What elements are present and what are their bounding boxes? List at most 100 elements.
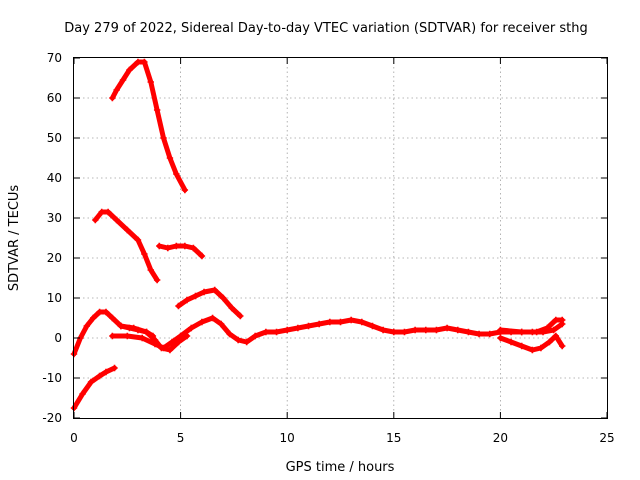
data-point bbox=[401, 328, 408, 336]
data-point bbox=[544, 324, 551, 332]
data-point bbox=[79, 390, 86, 398]
data-point bbox=[552, 332, 560, 340]
data-point bbox=[173, 242, 180, 250]
series-arc-23 bbox=[156, 242, 206, 260]
data-point bbox=[134, 58, 142, 66]
data-point bbox=[209, 314, 216, 322]
data-point bbox=[87, 378, 95, 386]
data-point bbox=[518, 328, 525, 336]
series-line bbox=[109, 59, 188, 193]
x-tick-label: 10 bbox=[280, 431, 295, 445]
data-point bbox=[243, 338, 250, 346]
data-point bbox=[141, 58, 148, 66]
data-point bbox=[96, 308, 103, 316]
data-point bbox=[102, 368, 110, 376]
y-tick-label: 10 bbox=[47, 291, 62, 305]
data-point bbox=[422, 326, 429, 334]
series-arc-high-peak bbox=[109, 58, 189, 194]
data-point bbox=[497, 334, 504, 342]
data-point bbox=[546, 338, 553, 346]
y-axis-ticks: -20 -10 0 10 20 30 40 50 60 70 bbox=[42, 51, 607, 425]
data-point bbox=[111, 364, 118, 372]
series-arc-tail bbox=[497, 332, 566, 354]
data-point bbox=[533, 328, 540, 336]
data-point bbox=[126, 66, 133, 74]
data-point bbox=[156, 242, 163, 250]
data-point bbox=[119, 76, 127, 84]
y-tick-label: 60 bbox=[47, 91, 62, 105]
data-point bbox=[326, 318, 334, 326]
data-point bbox=[134, 236, 142, 244]
data-series bbox=[70, 58, 566, 412]
data-point bbox=[234, 336, 242, 344]
data-point bbox=[347, 316, 355, 324]
data-point bbox=[537, 344, 545, 352]
data-point bbox=[294, 324, 302, 332]
data-point bbox=[305, 322, 312, 330]
data-point bbox=[192, 292, 199, 300]
data-point bbox=[124, 332, 131, 340]
data-point bbox=[124, 226, 131, 234]
data-point bbox=[518, 342, 525, 350]
data-point bbox=[228, 304, 235, 312]
data-point bbox=[166, 154, 174, 162]
data-point bbox=[104, 208, 112, 216]
data-point bbox=[83, 322, 90, 330]
data-point bbox=[559, 316, 566, 324]
data-point bbox=[183, 296, 191, 304]
data-point bbox=[220, 294, 227, 302]
data-point bbox=[465, 328, 472, 336]
data-point bbox=[166, 346, 174, 354]
y-tick-label: 30 bbox=[47, 211, 62, 225]
data-point bbox=[175, 302, 182, 310]
data-point bbox=[486, 330, 493, 338]
series-arc-dip bbox=[117, 322, 191, 354]
data-point bbox=[433, 326, 440, 334]
data-point bbox=[113, 86, 120, 94]
data-point bbox=[147, 266, 154, 274]
data-point bbox=[181, 242, 189, 250]
data-point bbox=[109, 94, 116, 102]
series-arc-12 bbox=[175, 286, 244, 320]
data-point bbox=[211, 286, 218, 294]
data-point bbox=[164, 244, 172, 252]
data-point bbox=[96, 372, 103, 380]
y-tick-label: 50 bbox=[47, 131, 62, 145]
plot-frame bbox=[73, 57, 608, 419]
y-axis-title: SDTVAR / TECUs bbox=[7, 185, 22, 292]
data-point bbox=[217, 320, 225, 328]
data-point bbox=[475, 330, 483, 338]
data-point bbox=[109, 314, 116, 322]
data-point bbox=[160, 134, 167, 142]
data-point bbox=[181, 186, 189, 194]
data-point bbox=[226, 330, 233, 338]
data-point bbox=[315, 320, 323, 328]
data-point bbox=[102, 308, 110, 316]
data-point bbox=[369, 322, 376, 330]
data-point bbox=[411, 326, 419, 334]
data-point bbox=[454, 326, 461, 334]
data-point bbox=[529, 346, 536, 354]
data-point bbox=[139, 334, 146, 342]
data-point bbox=[158, 344, 165, 352]
chart-title: Day 279 of 2022, Sidereal Day-to-day VTE… bbox=[64, 21, 588, 36]
data-point bbox=[168, 338, 176, 346]
data-point bbox=[443, 324, 451, 332]
x-tick-label: 5 bbox=[177, 431, 185, 445]
data-point bbox=[117, 322, 125, 330]
data-point bbox=[379, 326, 387, 334]
data-point bbox=[130, 324, 137, 332]
series-arc-30 bbox=[92, 208, 161, 284]
data-point bbox=[252, 332, 259, 340]
data-point bbox=[237, 312, 244, 320]
data-point bbox=[173, 170, 180, 178]
data-point bbox=[153, 106, 161, 114]
data-point bbox=[550, 326, 557, 334]
x-tick-label: 25 bbox=[599, 431, 614, 445]
y-tick-label: 40 bbox=[47, 171, 62, 185]
x-tick-label: 20 bbox=[493, 431, 508, 445]
y-tick-label: -10 bbox=[42, 371, 62, 385]
data-point bbox=[141, 250, 148, 258]
